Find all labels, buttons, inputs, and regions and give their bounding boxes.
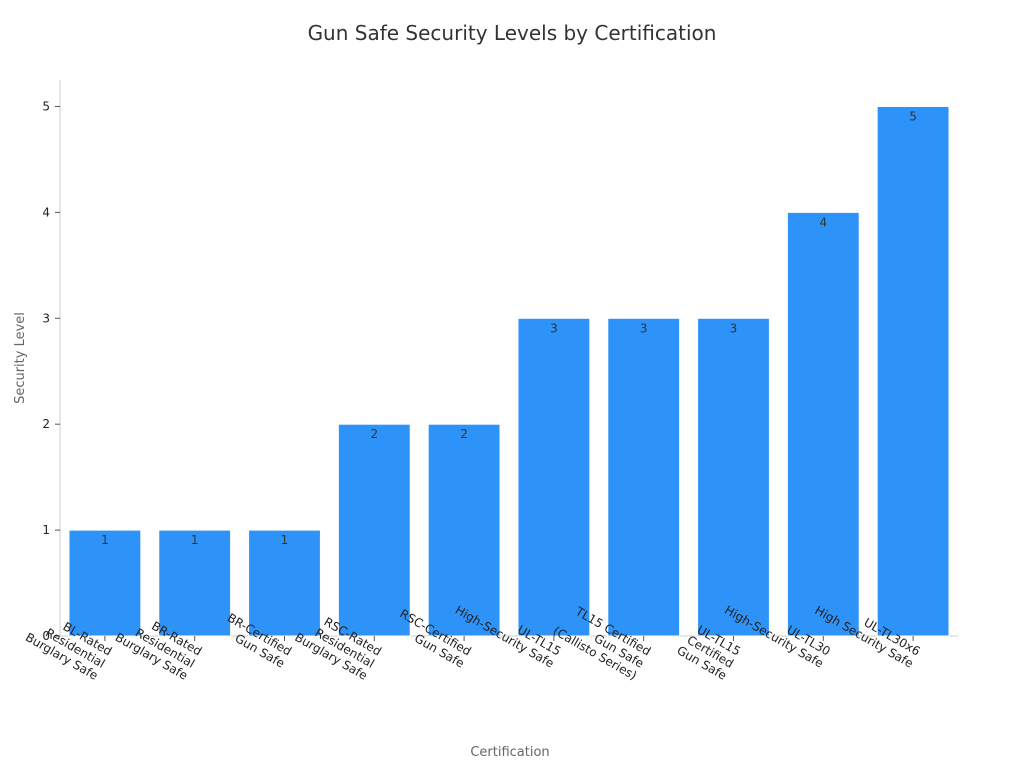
- y-tick-label: 2: [42, 417, 50, 431]
- bar: [158, 529, 232, 637]
- y-tick-label: 1: [42, 523, 50, 537]
- bar-data-label: 1: [101, 533, 109, 547]
- bar: [697, 317, 770, 637]
- bar: [337, 423, 411, 637]
- bar-data-label: 3: [730, 321, 738, 335]
- y-tick-label: 3: [42, 311, 50, 325]
- y-axis-label: Security Level: [13, 312, 28, 404]
- bar: [427, 423, 501, 637]
- chart-title: Gun Safe Security Levels by Certificatio…: [308, 21, 717, 45]
- bar-data-label: 2: [370, 427, 378, 441]
- y-tick-label: 4: [42, 205, 50, 219]
- x-axis-label: Certification: [470, 745, 549, 760]
- bar-data-label: 2: [460, 427, 468, 441]
- bar-data-label: 3: [550, 321, 558, 335]
- bar: [517, 317, 591, 637]
- bar: [786, 211, 860, 637]
- bar: [876, 105, 950, 637]
- bar: [607, 317, 681, 637]
- y-tick-label: 0: [42, 629, 50, 643]
- bar-data-label: 5: [909, 109, 917, 123]
- bar-data-label: 1: [191, 533, 199, 547]
- bar-data-label: 3: [640, 321, 648, 335]
- bar: [248, 529, 321, 637]
- bar-data-label: 1: [281, 533, 289, 547]
- bar-data-label: 4: [819, 215, 827, 229]
- y-tick-label: 5: [42, 99, 50, 113]
